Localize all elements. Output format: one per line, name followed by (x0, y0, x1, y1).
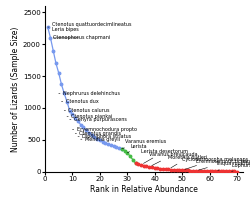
Text: Ctenotus calurus: Ctenotus calurus (64, 108, 110, 113)
Text: Ctenotus dux: Ctenotus dux (62, 99, 98, 104)
X-axis label: Rank in Relative Abundance: Rank in Relative Abundance (90, 185, 198, 194)
Text: Eryemnochodura propto: Eryemnochodura propto (72, 127, 136, 132)
Y-axis label: Number of Lizards (Sample Size): Number of Lizards (Sample Size) (11, 26, 20, 152)
Text: Menetia greyii: Menetia greyii (81, 137, 120, 142)
Text: Diporiphora striatus: Diporiphora striatus (78, 134, 131, 139)
Text: Varanus brevicauda: Varanus brevicauda (149, 152, 198, 166)
Text: Ctenotus piankai: Ctenotus piankai (67, 114, 112, 119)
Text: Ctenophorus chapmani: Ctenophorus chapmani (53, 35, 110, 40)
Text: Cyclodermorpha melanops: Cyclodermorpha melanops (182, 157, 248, 169)
Text: Lerista desertorum: Lerista desertorum (141, 149, 188, 163)
Text: Lophura kintipai: Lophura kintipai (232, 163, 250, 171)
Text: Tiliqua multifasciata: Tiliqua multifasciata (215, 161, 250, 170)
Text: Varanus eremius: Varanus eremius (122, 139, 166, 149)
Text: Morethia butleri: Morethia butleri (168, 155, 208, 168)
Text: Lerista: Lerista (127, 144, 147, 153)
Text: Ctenotus quattuordecimlineatus
Leria bipes: Ctenotus quattuordecimlineatus Leria bip… (48, 22, 131, 33)
Text: Ereimious nout richardsoni: Ereimious nout richardsoni (196, 159, 250, 170)
Text: Ctenotus grandis: Ctenotus grandis (75, 131, 121, 136)
Text: Nephrurus delehinchus: Nephrurus delehinchus (59, 91, 120, 96)
Text: Gehyra purpurascens: Gehyra purpurascens (70, 117, 127, 122)
